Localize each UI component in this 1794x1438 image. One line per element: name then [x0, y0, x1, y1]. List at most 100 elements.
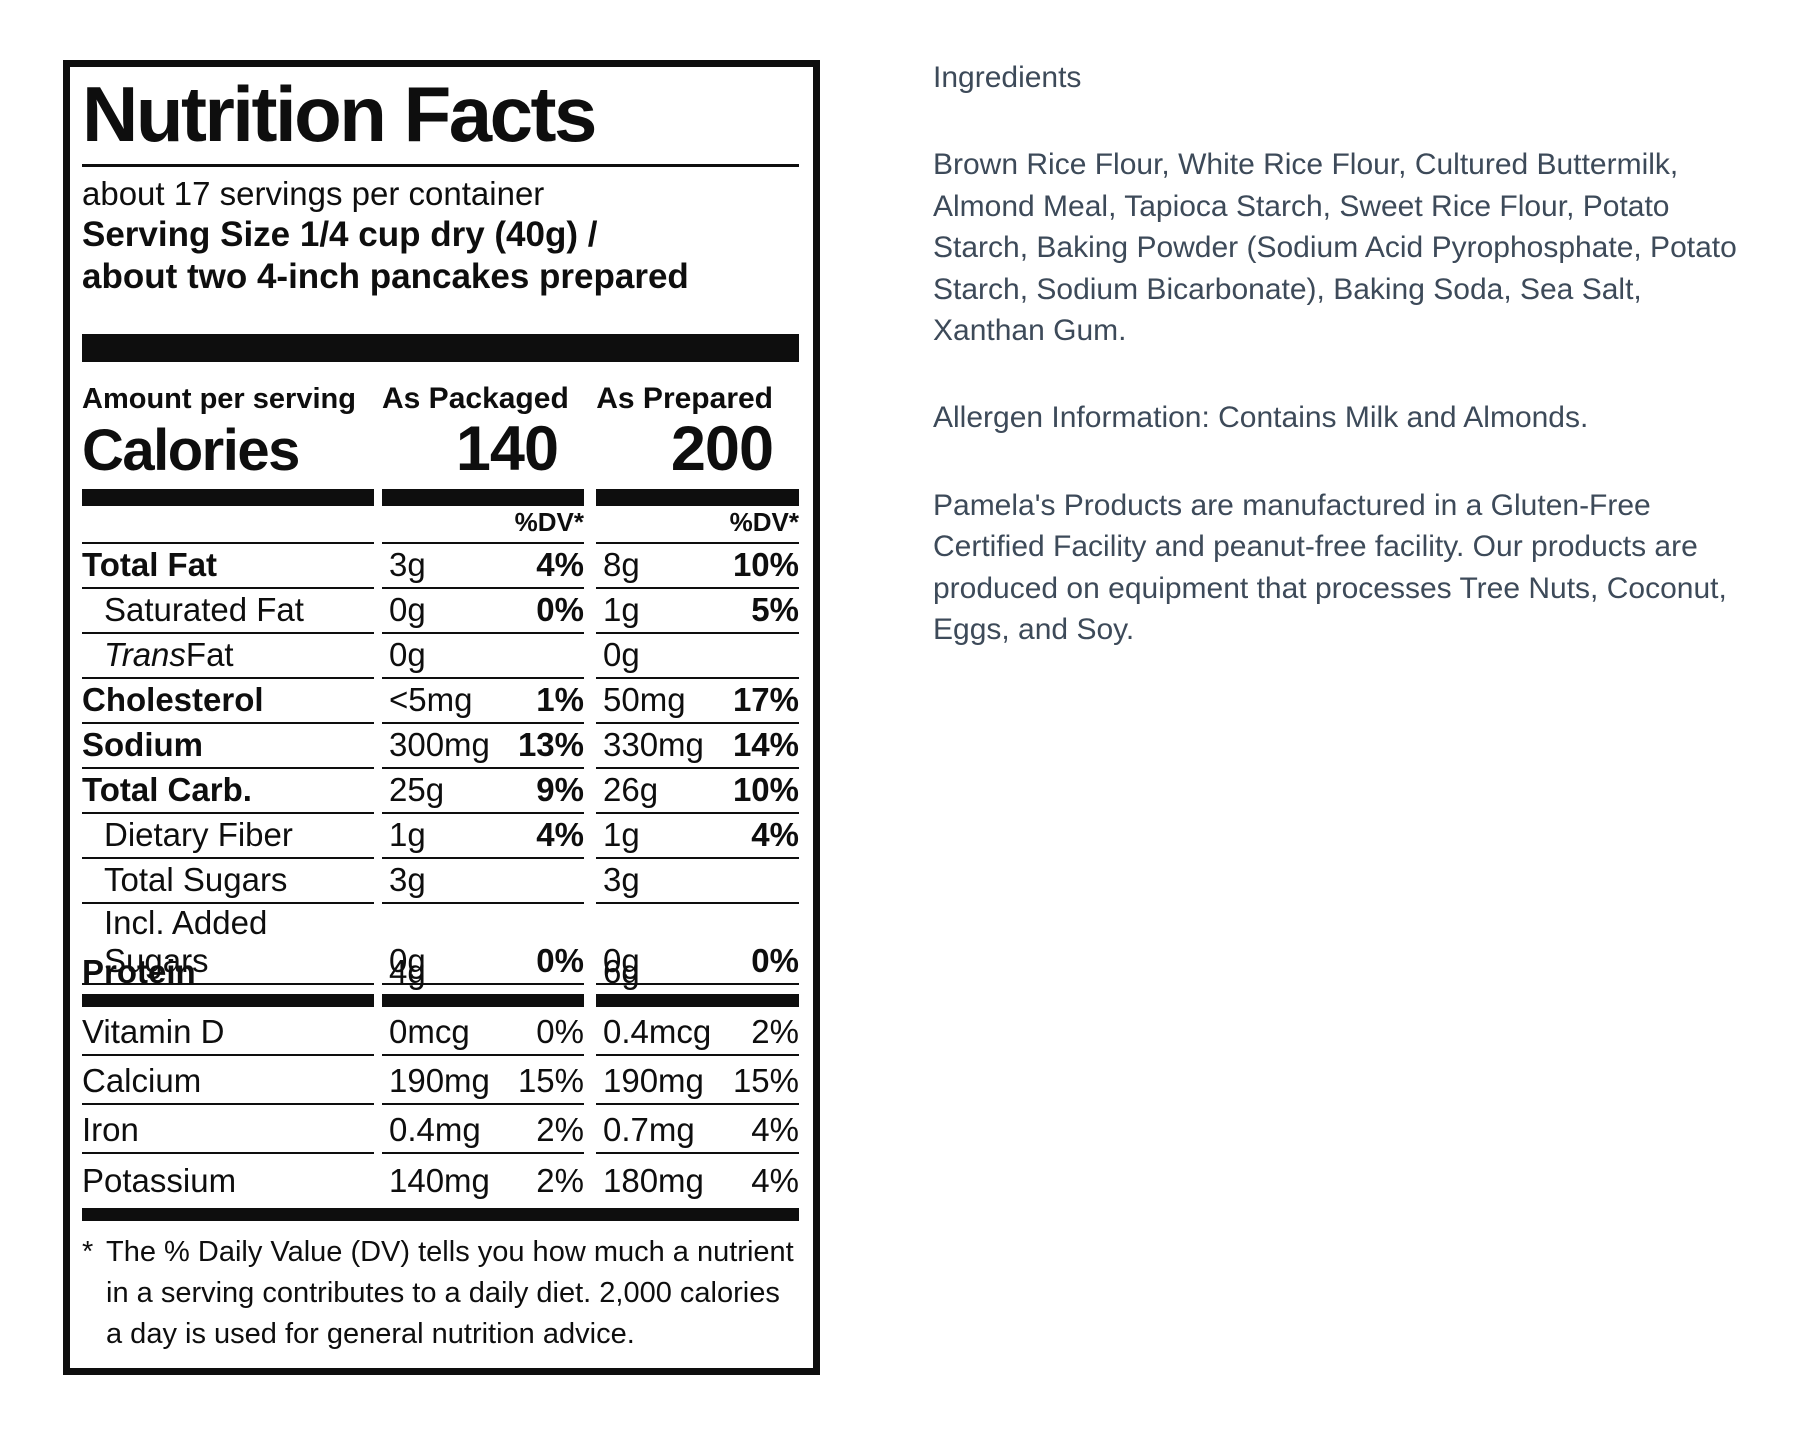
- nutrient-as-packaged: 300mg 13%: [382, 724, 584, 769]
- prepared-daily-value: 10%: [732, 770, 799, 808]
- prepared-amount: 180mg: [603, 1161, 704, 1199]
- nutrient-as-packaged: 25g 9%: [382, 769, 584, 814]
- nutrition-facts-label: Nutrition Facts about 17 servings per co…: [63, 60, 820, 1375]
- packaged-daily-value: 1%: [536, 680, 584, 718]
- nutrient-row: Iron 0.4mg 2% 0.7mg 4%: [82, 1105, 799, 1154]
- section-bar-middle: [82, 993, 799, 1007]
- packaged-amount: 1g: [389, 815, 426, 853]
- prepared-amount: 0g: [603, 941, 640, 979]
- nutrient-as-packaged: 0g: [382, 634, 584, 679]
- nutrient-as-packaged: 0mcg 0%: [382, 1007, 584, 1056]
- packaged-amount: 0g: [389, 635, 426, 673]
- nutrient-row: Trans Fat 0g 0g: [82, 634, 799, 679]
- nutrient-as-packaged: 140mg 2%: [382, 1154, 584, 1203]
- prepared-amount: 0.7mg: [603, 1110, 695, 1148]
- nutrient-row: Cholesterol <5mg 1% 50mg 17%: [82, 679, 799, 724]
- nutrient-as-prepared: 190mg 15%: [596, 1056, 799, 1105]
- prepared-amount: 330mg: [603, 725, 704, 763]
- calories-underline-bars: [82, 488, 799, 506]
- nutrient-as-prepared: 330mg 14%: [596, 724, 799, 769]
- nutrient-name: Calcium: [82, 1056, 374, 1105]
- nutrient-name: Potassium: [82, 1161, 237, 1199]
- nutrient-row: Sodium 300mg 13% 330mg 14%: [82, 724, 799, 769]
- prepared-amount: 0g: [603, 635, 640, 673]
- bar-segment: [596, 993, 799, 1007]
- nutrient-row: Calcium 190mg 15% 190mg 15%: [82, 1056, 799, 1105]
- bar-segment: [382, 488, 584, 506]
- ingredients-heading: Ingredients: [933, 61, 1082, 94]
- packaged-daily-value: 4%: [536, 815, 584, 853]
- nutrient-name: Protein: [82, 952, 196, 990]
- nutrient-as-packaged: 4g: [382, 949, 584, 994]
- nutrient-row: Dietary Fiber 1g 4% 1g 4%: [82, 814, 799, 859]
- dv-header-packaged: %DV*: [382, 506, 584, 544]
- nutrient-as-prepared: 3g: [596, 859, 799, 904]
- packaged-amount: <5mg: [389, 680, 473, 718]
- prepared-daily-value: 10%: [732, 545, 799, 583]
- prepared-amount: 8g: [603, 545, 640, 583]
- bar-segment: [596, 488, 799, 506]
- prepared-amount: 0.4mcg: [603, 1012, 712, 1050]
- packaged-daily-value: 15%: [517, 1061, 584, 1099]
- column-header-row: Amount per serving As Packaged As Prepar…: [82, 374, 799, 416]
- bar-segment: [382, 993, 584, 1007]
- packaged-amount: 0.4mg: [389, 1110, 481, 1148]
- prepared-daily-value: 4%: [751, 1161, 799, 1199]
- calories-label: Calories: [82, 417, 300, 483]
- prepared-amount: 1g: [603, 815, 640, 853]
- packaged-amount: 3g: [389, 545, 426, 583]
- facility-text: Pamela's Products are manufactured in a …: [933, 488, 1727, 646]
- nutrient-name: Trans Fat: [82, 634, 374, 679]
- packaged-daily-value: 0%: [536, 941, 584, 979]
- nutrient-row: Potassium 140mg 2% 180mg 4%: [82, 1154, 799, 1203]
- packaged-amount: 0g: [389, 590, 426, 628]
- nutrient-row: Incl. Added Sugars 0g 0% 0g 0%: [82, 904, 799, 985]
- nutrient-as-prepared: 1g 5%: [596, 589, 799, 634]
- nutrient-name: Incl. Added Sugars: [82, 904, 374, 985]
- nutrient-as-prepared: 180mg 4%: [596, 1154, 799, 1203]
- nutrient-as-packaged: 0g 0%: [382, 904, 584, 985]
- nutrient-as-prepared: 0.7mg 4%: [596, 1105, 799, 1154]
- packaged-daily-value: 0%: [536, 1012, 584, 1050]
- nutrient-as-packaged: 3g: [382, 859, 584, 904]
- prepared-daily-value: 2%: [751, 1012, 799, 1050]
- packaged-daily-value: 2%: [536, 1161, 584, 1199]
- prepared-amount: 50mg: [603, 680, 686, 718]
- dv-header-spacer: [82, 506, 374, 544]
- footnote-text: The % Daily Value (DV) tells you how muc…: [106, 1235, 794, 1350]
- daily-value-header-row: %DV* %DV*: [82, 506, 799, 544]
- packaged-amount: 190mg: [389, 1061, 490, 1099]
- calories-as-packaged-value: 140: [455, 413, 559, 484]
- bar-segment: [82, 488, 374, 506]
- nutrient-name: Total Carb.: [82, 769, 374, 814]
- packaged-amount: 4g: [389, 952, 426, 990]
- nutrient-name: Saturated Fat: [82, 589, 374, 634]
- prepared-amount: 3g: [603, 860, 640, 898]
- nutrient-name: Cholesterol: [82, 679, 374, 724]
- prepared-daily-value: 5%: [751, 590, 799, 628]
- prepared-amount: 6g: [603, 952, 640, 990]
- nutrient-as-packaged: <5mg 1%: [382, 679, 584, 724]
- prepared-daily-value: 17%: [732, 680, 799, 718]
- prepared-daily-value: 14%: [732, 725, 799, 763]
- nutrient-row: Total Carb. 25g 9% 26g 10%: [82, 769, 799, 814]
- nutrient-as-prepared: 8g 10%: [596, 544, 799, 589]
- vitamin-mineral-rows: Vitamin D 0mcg 0% 0.4mcg 2% Calcium 190m…: [82, 1007, 799, 1203]
- prepared-daily-value: 15%: [732, 1061, 799, 1099]
- packaged-daily-value: 13%: [517, 725, 584, 763]
- nutrient-row: Vitamin D 0mcg 0% 0.4mcg 2%: [82, 1007, 799, 1056]
- nutrient-name: Iron: [82, 1105, 374, 1154]
- nutrient-as-prepared: 0g 0%: [596, 904, 799, 985]
- nutrient-as-prepared: 0.4mcg 2%: [596, 1007, 799, 1056]
- packaged-daily-value: 4%: [536, 545, 584, 583]
- prepared-daily-value: 4%: [751, 815, 799, 853]
- nutrient-rows: Total Fat 3g 4% 8g 10% Saturated Fat 0g …: [82, 544, 799, 994]
- nutrient-as-prepared: 50mg 17%: [596, 679, 799, 724]
- section-bar-bottom: [82, 1207, 799, 1221]
- serving-size-line-1: Serving Size 1/4 cup dry (40g) /: [82, 214, 598, 254]
- packaged-amount: 3g: [389, 860, 426, 898]
- nutrient-as-packaged: 0g 0%: [382, 589, 584, 634]
- prepared-daily-value: 0%: [751, 941, 799, 979]
- packaged-daily-value: 0%: [536, 590, 584, 628]
- as-prepared-header: As Prepared: [596, 381, 773, 415]
